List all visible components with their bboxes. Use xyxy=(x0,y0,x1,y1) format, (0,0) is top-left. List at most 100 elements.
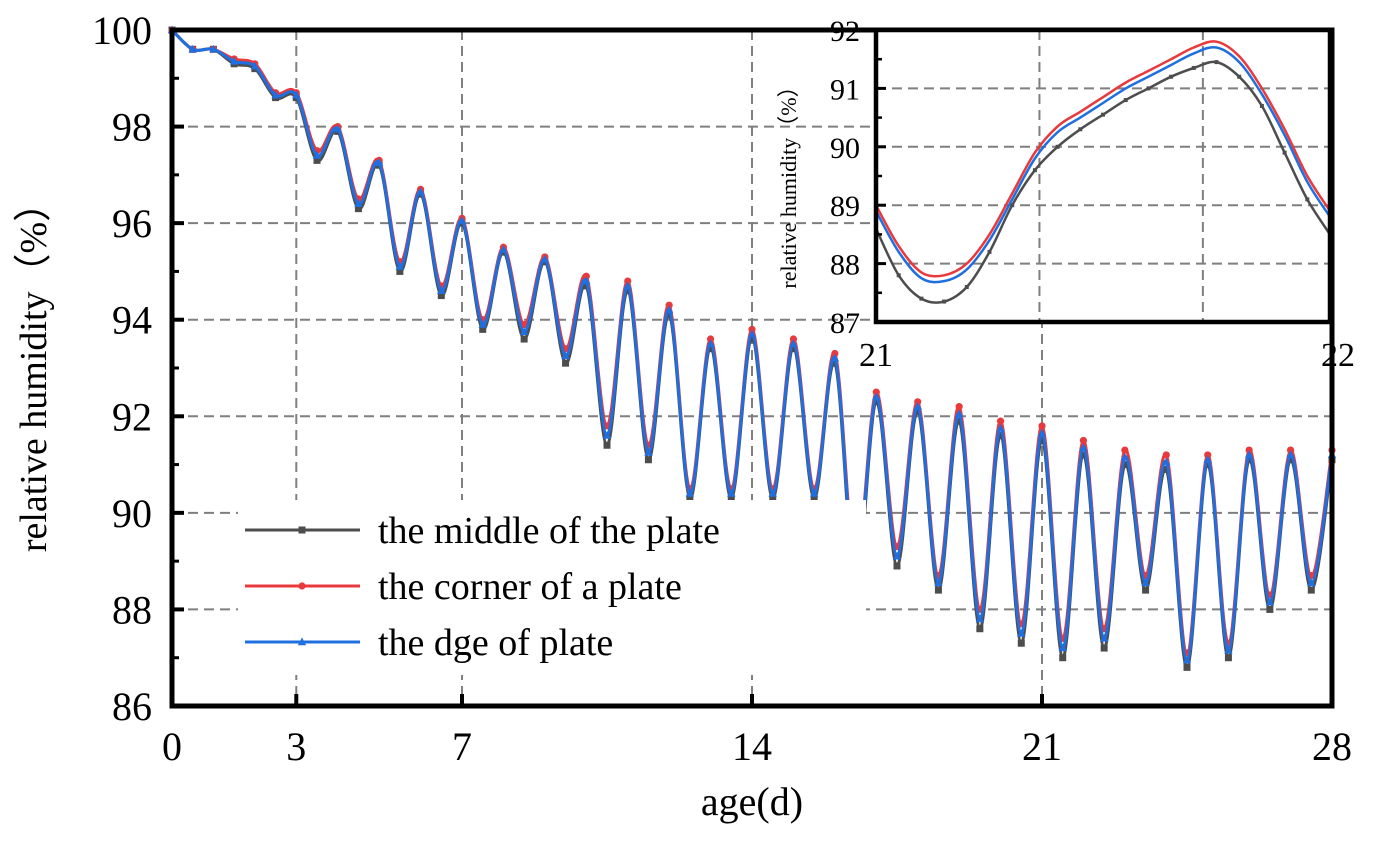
inset-y-tick-label: 88 xyxy=(830,249,860,282)
main-ticks: 0 3 7 14 21 28 86 88 90 92 94 96 98 100 xyxy=(92,8,1352,769)
data-point xyxy=(1287,456,1295,464)
data-point xyxy=(975,614,985,623)
data-point xyxy=(809,489,819,497)
data-point xyxy=(582,276,591,285)
data-point xyxy=(1142,586,1150,594)
data-point xyxy=(1162,457,1171,466)
data-point xyxy=(872,388,880,396)
y-tick-label: 100 xyxy=(92,8,152,53)
inset-series-line xyxy=(874,45,1332,284)
legend-marker xyxy=(298,582,306,590)
inset-series-line xyxy=(874,40,1332,278)
legend: the middle of the plate the corner of a p… xyxy=(238,500,866,675)
data-point xyxy=(374,158,384,166)
legend-marker xyxy=(297,637,307,646)
inset-data-point xyxy=(1191,65,1196,70)
legend-label: the corner of a plate xyxy=(378,566,682,608)
data-point xyxy=(1224,645,1233,654)
y-tick-label: 96 xyxy=(112,201,152,246)
inset-background xyxy=(876,30,1330,322)
data-point xyxy=(416,187,425,195)
data-point xyxy=(479,325,487,333)
data-point xyxy=(789,345,797,353)
data-point xyxy=(769,494,777,502)
data-point xyxy=(1244,450,1254,459)
data-point xyxy=(789,339,798,348)
data-point xyxy=(188,44,197,53)
data-point xyxy=(602,431,612,439)
inset-x-tick-label: 22 xyxy=(1321,337,1355,374)
data-point xyxy=(1204,461,1212,469)
y-tick-label: 98 xyxy=(112,105,152,150)
data-point xyxy=(313,156,321,164)
y-tick-label: 92 xyxy=(112,394,152,439)
x-tick-label: 3 xyxy=(286,724,306,769)
inset-data-point xyxy=(1237,74,1242,79)
data-point xyxy=(914,407,922,415)
data-point xyxy=(437,286,446,294)
inset-data-point xyxy=(1305,197,1310,202)
data-point xyxy=(644,456,652,464)
data-point xyxy=(996,423,1005,432)
y-tick-label: 90 xyxy=(112,491,152,536)
legend-marker xyxy=(298,526,306,534)
data-point xyxy=(561,351,570,360)
inset-data-point xyxy=(1169,74,1174,79)
data-point xyxy=(1265,597,1275,606)
inset-data-point xyxy=(1214,60,1219,65)
data-point xyxy=(892,551,902,560)
data-point xyxy=(1121,461,1129,469)
data-point xyxy=(1203,455,1212,463)
data-point xyxy=(913,402,922,410)
data-point xyxy=(1017,639,1025,647)
data-point xyxy=(1079,443,1088,451)
data-point xyxy=(1058,643,1067,652)
data-point xyxy=(209,44,218,53)
data-point xyxy=(1037,428,1047,437)
data-point xyxy=(934,578,943,587)
data-point xyxy=(354,205,362,213)
x-tick-label: 0 xyxy=(162,724,182,769)
x-axis-title: age(d) xyxy=(701,779,803,824)
inset-y-tick-label: 90 xyxy=(830,132,860,165)
x-tick-label: 28 xyxy=(1312,724,1352,769)
data-point xyxy=(1120,452,1130,461)
data-point xyxy=(664,305,674,314)
inset-data-point xyxy=(1282,150,1287,155)
data-point xyxy=(292,90,301,99)
data-point xyxy=(707,345,715,353)
data-point xyxy=(437,292,445,300)
data-point xyxy=(914,398,922,406)
data-point xyxy=(1162,465,1170,473)
inset-data-point xyxy=(942,299,947,304)
data-point xyxy=(354,199,363,208)
data-point xyxy=(1224,654,1232,662)
data-point xyxy=(540,254,550,263)
data-point xyxy=(478,320,487,328)
data-point xyxy=(686,494,694,502)
data-point xyxy=(955,403,963,411)
inset-data-point xyxy=(987,249,992,254)
data-point xyxy=(1245,456,1253,464)
data-point xyxy=(499,245,508,253)
inset-x-tick-label: 21 xyxy=(859,337,893,374)
data-point xyxy=(1162,451,1170,459)
data-point xyxy=(872,398,880,406)
data-point xyxy=(831,349,839,358)
data-point xyxy=(665,301,673,309)
data-point xyxy=(1121,446,1129,454)
inset-data-point xyxy=(964,284,969,289)
inset-y-axis-title: relative humidity（%） xyxy=(776,75,801,288)
data-point xyxy=(624,287,632,295)
data-point xyxy=(706,339,715,348)
data-point xyxy=(748,335,756,343)
inset-y-tick-label: 92 xyxy=(830,15,860,48)
data-point xyxy=(623,281,632,290)
data-point xyxy=(976,625,984,633)
y-axis-title: relative humidity（%） xyxy=(13,184,55,552)
data-point xyxy=(1099,633,1109,642)
data-point xyxy=(789,335,798,343)
data-point xyxy=(1286,450,1295,459)
